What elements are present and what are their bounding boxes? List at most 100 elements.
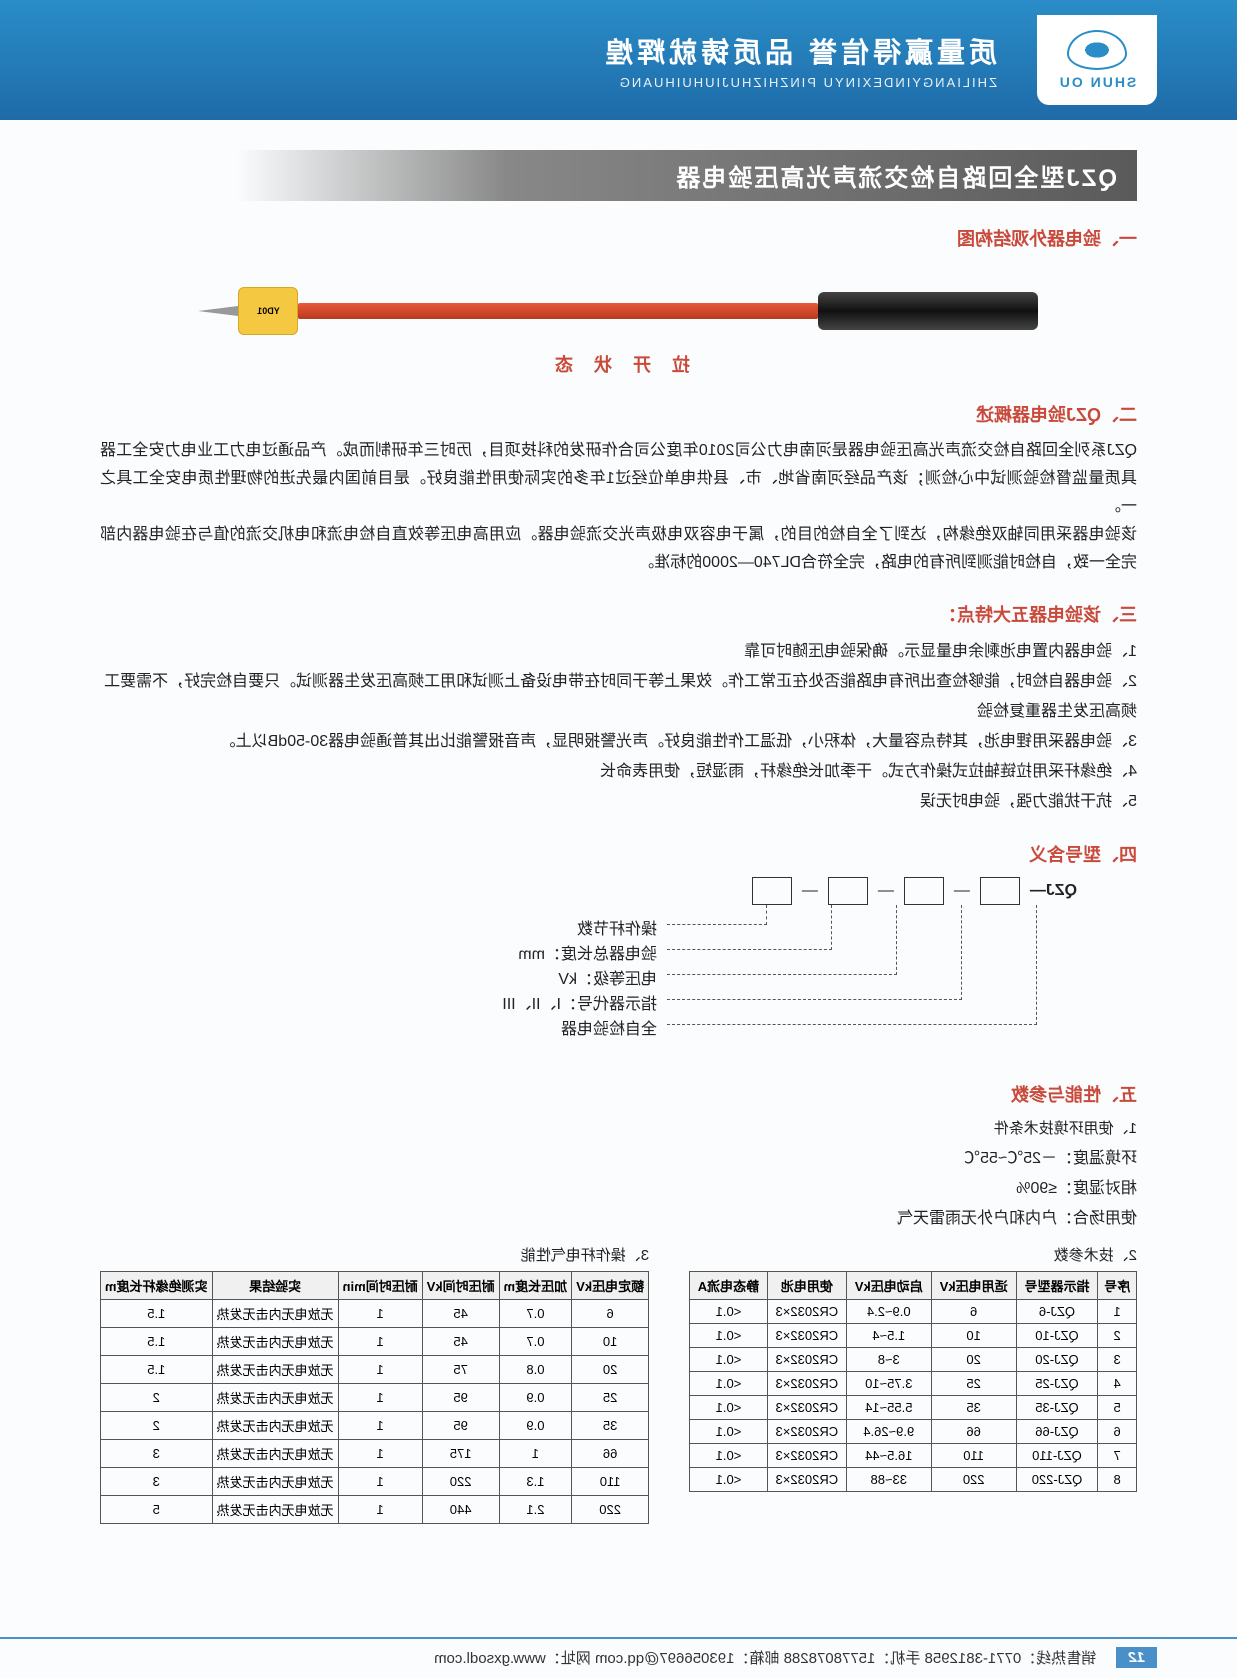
table-cell: 6: [1098, 1420, 1137, 1444]
table-row: 2202.14401无放电无内击无发热5: [101, 1496, 649, 1524]
table-header: 耐压时间kV: [422, 1272, 499, 1300]
table-cell: 35: [931, 1396, 1016, 1420]
table-cell: 1: [338, 1300, 422, 1328]
table-cell: <0.1: [690, 1420, 768, 1444]
table-header: 实验结果: [212, 1272, 338, 1300]
spec-table-2: 额定电压kV加压长度m耐压时间kV耐压时间min实验结果实测绝缘杆长度m 60.…: [100, 1271, 649, 1524]
table-cell: CR2032×3: [767, 1444, 846, 1468]
table-cell: 0.9: [499, 1384, 572, 1412]
table-cell: 45: [422, 1300, 499, 1328]
table-cell: 6: [572, 1300, 649, 1328]
table-cell: <0.1: [690, 1444, 768, 1468]
table-cell: 440: [422, 1496, 499, 1524]
list-item: 3、验电器采用锂电池，其特点容量大，体积小，低温工作性能良好。声光警报明显，声音…: [100, 727, 1137, 757]
table-cell: CR2032×3: [767, 1396, 846, 1420]
table-cell: 4: [1098, 1372, 1137, 1396]
table-cell: 1.5: [101, 1356, 213, 1384]
table-cell: 45: [422, 1328, 499, 1356]
section-5-title: 五、性能与参数: [100, 1081, 1137, 1107]
table-header: 实测绝缘杆长度m: [101, 1272, 213, 1300]
table-cell: CR2032×3: [767, 1324, 846, 1348]
sub-2: 2、技术参数: [689, 1244, 1137, 1265]
table-cell: QZJ-20: [1016, 1348, 1098, 1372]
table-cell: 无放电无内击无发热: [212, 1300, 338, 1328]
table-cell: 1.5: [101, 1328, 213, 1356]
table-cell: 1: [338, 1468, 422, 1496]
table-cell: CR2032×3: [767, 1348, 846, 1372]
table-cell: CR2032×3: [767, 1420, 846, 1444]
table-row: 1QZJ-660.9~2.4CR2032×3<0.1: [690, 1300, 1137, 1324]
table-cell: 3~8: [846, 1348, 931, 1372]
table-cell: <0.1: [690, 1372, 768, 1396]
table-header: 耐压时间min: [338, 1272, 422, 1300]
table-cell: 1.5: [101, 1300, 213, 1328]
env-line: 相对湿度：≤90%: [100, 1174, 1137, 1204]
table-cell: 220: [931, 1468, 1016, 1492]
model-label: 操作杆节数: [577, 915, 657, 939]
table-cell: 9.9~26.4: [846, 1420, 931, 1444]
logo-icon: [1067, 30, 1127, 70]
main-title: QZJ型全回路自检交流声光高压验电器: [237, 150, 1137, 201]
table-header: 启动电压kV: [846, 1272, 931, 1300]
table-cell: 20: [931, 1348, 1016, 1372]
env-line: 使用场合：户内和户外无雨雷天气: [100, 1204, 1137, 1234]
table-row: 2QZJ-10101.5~4CR2032×3<0.1: [690, 1324, 1137, 1348]
table-cell: 1: [338, 1328, 422, 1356]
model-label: 验电器总长度：mm: [518, 940, 657, 964]
table-header: 序号: [1098, 1272, 1137, 1300]
table-cell: 无放电无内击无发热: [212, 1384, 338, 1412]
table-cell: 0.7: [499, 1328, 572, 1356]
table-cell: 95: [422, 1412, 499, 1440]
model-box: [752, 877, 792, 905]
table-header: 适用电压kV: [931, 1272, 1016, 1300]
table-cell: 1: [338, 1440, 422, 1468]
logo-box: SHUN OU: [1037, 15, 1157, 105]
table-cell: 1.5~4: [846, 1324, 931, 1348]
table-row: 350.9951无放电无内击无发热2: [101, 1412, 649, 1440]
spec-table-1: 序号指示器型号适用电压kV启动电压kV使用电池静态电流A 1QZJ-660.9~…: [689, 1271, 1137, 1492]
table-cell: CR2032×3: [767, 1372, 846, 1396]
table-row: 5QZJ-35355.55~14CR2032×3<0.1: [690, 1396, 1137, 1420]
table-cell: 5: [101, 1496, 213, 1524]
section-2-title: 二、QZJ验电器概述: [100, 401, 1137, 427]
table-cell: 220: [422, 1468, 499, 1496]
table-header: 加压长度m: [499, 1272, 572, 1300]
table-cell: <0.1: [690, 1396, 768, 1420]
table-cell: QZJ-6: [1016, 1300, 1098, 1324]
table-row: 1101.32201无放电无内击无发热3: [101, 1468, 649, 1496]
table-cell: 33~88: [846, 1468, 931, 1492]
model-box: [828, 877, 868, 905]
table-row: 60.7451无放电无内击无发热1.5: [101, 1300, 649, 1328]
table-header: 额定电压kV: [572, 1272, 649, 1300]
table-cell: 3.75~10: [846, 1372, 931, 1396]
table-cell: 无放电无内击无发热: [212, 1328, 338, 1356]
sub-3: 3、操作杆电气性能: [100, 1244, 649, 1265]
table-cell: 110: [931, 1444, 1016, 1468]
table-cell: 66: [931, 1420, 1016, 1444]
section-3-title: 三、该验电器五大特点：: [100, 601, 1137, 627]
table-cell: <0.1: [690, 1324, 768, 1348]
table-cell: 2: [101, 1384, 213, 1412]
header-subtitle: ZHILIANGYINDEXINYU PINZHIZHUJIUHUIHUANG: [601, 75, 997, 90]
table-cell: 0.9: [499, 1412, 572, 1440]
table-cell: 无放电无内击无发热: [212, 1496, 338, 1524]
table-cell: 无放电无内击无发热: [212, 1412, 338, 1440]
table-cell: 1: [338, 1412, 422, 1440]
probe-rod: [299, 303, 819, 319]
table-row: 6QZJ-66669.9~26.4CR2032×3<0.1: [690, 1420, 1137, 1444]
table-cell: 6: [931, 1300, 1016, 1324]
list-item: 1、验电器内置电池剩余电量显示。确保验电压随时可靠: [100, 637, 1137, 667]
env-line: 环境温度：－25℃~55℃: [100, 1144, 1137, 1174]
table-cell: 无放电无内击无发热: [212, 1440, 338, 1468]
table-row: 100.7451无放电无内击无发热1.5: [101, 1328, 649, 1356]
table-row: 8QZJ-22022033~88CR2032×3<0.1: [690, 1468, 1137, 1492]
table-cell: 1: [499, 1440, 572, 1468]
table-cell: 1: [1098, 1300, 1137, 1324]
model-box: [904, 877, 944, 905]
probe-diagram: YD01: [100, 261, 1137, 361]
probe-handle: [819, 292, 1039, 330]
table-row: 200.8751无放电无内击无发热1.5: [101, 1356, 649, 1384]
probe-tip: [199, 306, 239, 316]
table-row: 6611751无放电无内击无发热3: [101, 1440, 649, 1468]
table-cell: 66: [572, 1440, 649, 1468]
